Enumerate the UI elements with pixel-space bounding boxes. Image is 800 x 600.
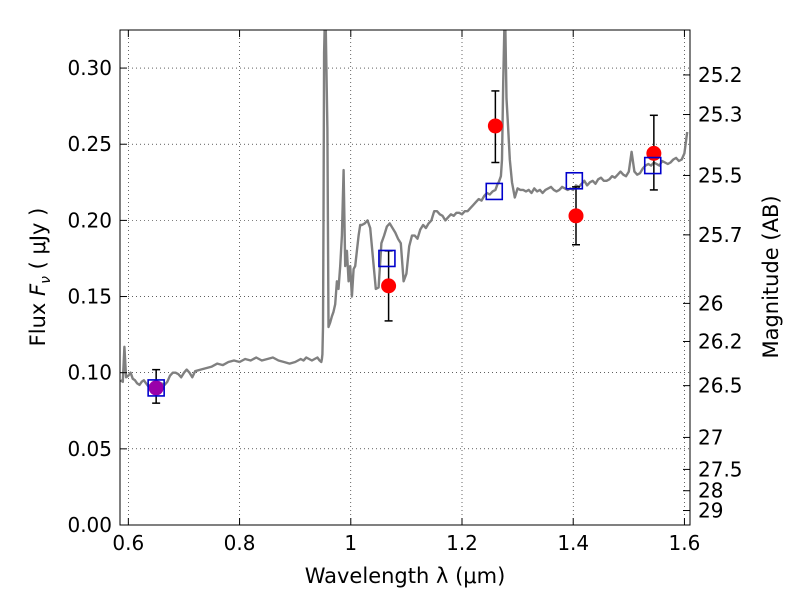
y2-tick-label: 26.5: [698, 374, 743, 398]
photometry-markers: [147, 90, 662, 404]
model-point: [565, 171, 584, 190]
spectrum-line: [120, 30, 689, 391]
y2-tick-label: 27.5: [698, 457, 743, 481]
axis-ticks: 0.6 0.8 1 1.2 1.4 1.6 0.00 0.05 0.10 0.15 0.20 0.25…: [67, 30, 743, 555]
y2-tick-label: 26: [698, 291, 723, 315]
y-axis-label-symbol: F: [26, 283, 50, 296]
y2-tick-label: 26.2: [698, 329, 743, 353]
y-axis-label-suffix: ( μJy ): [26, 208, 50, 276]
y2-tick-label: 27: [698, 425, 723, 449]
x-tick-label: 0.6: [112, 531, 144, 555]
y-tick-label: 0.25: [67, 132, 112, 156]
y-tick-label: 0.20: [67, 208, 112, 232]
y2-tick-label: 28: [698, 479, 723, 503]
spectrum-series: [120, 30, 689, 391]
y-tick-label: 0.10: [67, 361, 112, 385]
x-axis-label: Wavelength λ (μm): [305, 564, 506, 588]
blend-point: [148, 380, 164, 396]
y2-tick-label: 25.7: [698, 223, 743, 247]
model-point: [643, 156, 662, 175]
y2-tick-label: 29: [698, 499, 723, 523]
x-tick-label: 1: [344, 531, 357, 555]
y-axis-label-sub: ν: [38, 276, 54, 284]
y2-tick-label: 25.5: [698, 163, 743, 187]
model-point: [485, 182, 504, 201]
y2-tick-label: 25.2: [698, 63, 743, 87]
model-point: [378, 249, 396, 268]
y-tick-label: 0.05: [67, 437, 112, 461]
y-axis-label-prefix: Flux: [26, 296, 50, 346]
y2-axis-label: Magnitude (AB): [759, 195, 783, 358]
y-axis-label: Flux Fν ( μJy ): [26, 208, 54, 347]
observed-point: [381, 278, 397, 294]
y-tick-label: 0.30: [67, 56, 112, 80]
observed-point: [568, 208, 584, 224]
x-tick-label: 0.8: [224, 531, 256, 555]
x-tick-label: 1.4: [557, 531, 589, 555]
model-point: [147, 379, 165, 397]
x-tick-label: 1.2: [446, 531, 478, 555]
observed-point: [487, 118, 503, 134]
y2-tick-label: 25.3: [698, 103, 743, 127]
x-tick-label: 1.6: [669, 531, 701, 555]
plot-frame: [119, 29, 691, 526]
observed-point: [646, 145, 662, 161]
y-tick-label: 0.15: [67, 285, 112, 309]
grid-lines: [120, 30, 690, 525]
y-tick-label: 0.00: [67, 513, 112, 537]
